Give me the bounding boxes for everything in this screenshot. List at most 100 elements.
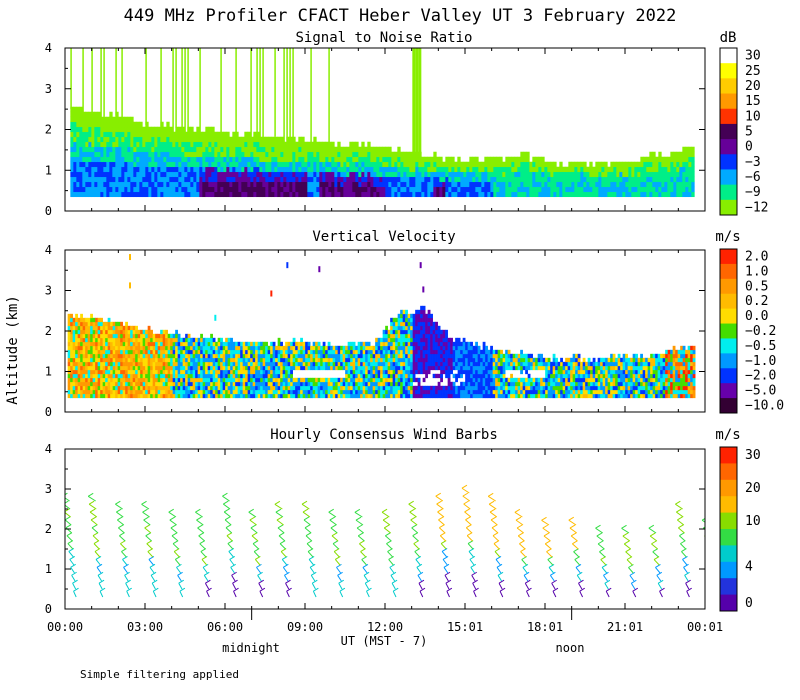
vv-cell	[425, 317, 428, 323]
snr-cell	[484, 186, 488, 193]
snr-cell	[433, 166, 437, 173]
vv-cell	[107, 345, 111, 351]
snr-cell	[682, 181, 686, 188]
vv-cell	[442, 353, 446, 359]
snr-cell	[508, 186, 512, 193]
vv-cell	[462, 341, 466, 347]
snr-cell	[127, 116, 131, 123]
vv-cell	[97, 357, 101, 363]
vv-cell	[375, 373, 378, 379]
vv-cell	[220, 353, 223, 359]
snr-cell	[265, 171, 269, 178]
vv-cell	[127, 377, 131, 383]
snr-cell	[199, 166, 203, 173]
vv-cell	[310, 357, 313, 363]
snr-cell	[670, 166, 674, 173]
snr-cell	[391, 186, 395, 193]
vv-cell	[375, 357, 378, 363]
vv-cell	[162, 361, 166, 367]
vv-cell	[402, 349, 406, 355]
snr-cell	[580, 161, 584, 168]
snr-cell	[205, 166, 209, 173]
snr-cell	[442, 186, 446, 193]
vv-cell	[215, 345, 218, 351]
vv-cell	[72, 389, 76, 395]
vv-cell	[382, 377, 386, 383]
snr-cell	[142, 176, 146, 183]
snr-cell	[127, 151, 131, 158]
vv-cell	[250, 365, 253, 371]
vv-cell	[275, 349, 278, 355]
vv-cell	[160, 393, 163, 399]
snr-cell	[97, 181, 101, 188]
snr-cell	[190, 176, 194, 183]
vv-cell	[140, 369, 143, 375]
vv-cell	[432, 349, 436, 355]
snr-cell	[79, 116, 83, 123]
snr-cell	[340, 191, 344, 198]
vv-cell	[105, 353, 108, 359]
vv-cell	[160, 373, 163, 379]
vv-cell	[270, 349, 273, 355]
snr-cell	[133, 131, 137, 138]
vv-cell	[227, 369, 231, 375]
snr-cell	[178, 126, 182, 133]
vv-cell	[192, 345, 196, 351]
snr-cell	[109, 116, 113, 123]
vv-cell	[247, 381, 251, 387]
vv-cell	[97, 329, 101, 335]
vv-cell	[172, 345, 176, 351]
vv-cell	[135, 349, 138, 355]
vv-cell	[157, 341, 161, 347]
snr-cell	[160, 171, 164, 178]
snr-cell	[184, 171, 188, 178]
snr-cell	[427, 166, 431, 173]
vv-cell	[242, 361, 246, 367]
vv-cell	[360, 345, 363, 351]
snr-cell	[325, 186, 329, 193]
vv-cell	[100, 341, 103, 347]
vv-cell	[215, 357, 218, 363]
snr-cell	[112, 156, 116, 163]
vv-cell	[97, 337, 101, 343]
snr-cell	[589, 186, 593, 193]
snr-cell	[319, 176, 323, 183]
snr-cell	[601, 161, 605, 168]
snr-cell	[640, 166, 644, 173]
vv-cell	[500, 361, 503, 367]
vv-cell	[92, 353, 96, 359]
vv-cell	[105, 373, 108, 379]
snr-cell	[94, 161, 98, 168]
snr-cell	[202, 156, 206, 163]
vv-cell	[112, 369, 116, 375]
vv-cell	[187, 337, 191, 343]
vv-cell	[377, 353, 381, 359]
vv-cell	[412, 389, 416, 395]
snr-cell	[223, 151, 227, 158]
vv-cell	[165, 369, 168, 375]
vv-cell	[200, 357, 203, 363]
snr-cell	[175, 186, 179, 193]
vv-cell	[72, 349, 76, 355]
vv-cell	[455, 385, 458, 391]
vv-cell	[100, 349, 103, 355]
snr-cell	[496, 176, 500, 183]
vv-cell	[122, 325, 126, 331]
snr-cell	[433, 181, 437, 188]
vv-cell	[302, 385, 306, 391]
snr-cell	[397, 151, 401, 158]
snr-spike	[199, 48, 201, 133]
vv-cell	[327, 345, 331, 351]
snr-cell	[556, 166, 560, 173]
vv-cell	[337, 377, 341, 383]
vv-cell	[95, 389, 98, 395]
vv-cell	[217, 337, 221, 343]
snr-cell	[505, 161, 509, 168]
snr-cell	[145, 151, 149, 158]
snr-cell	[115, 186, 119, 193]
snr-cell	[94, 111, 98, 118]
snr-spike	[115, 48, 117, 116]
snr-cell	[280, 191, 284, 198]
vv-cell	[257, 393, 261, 399]
vv-cell	[272, 377, 276, 383]
